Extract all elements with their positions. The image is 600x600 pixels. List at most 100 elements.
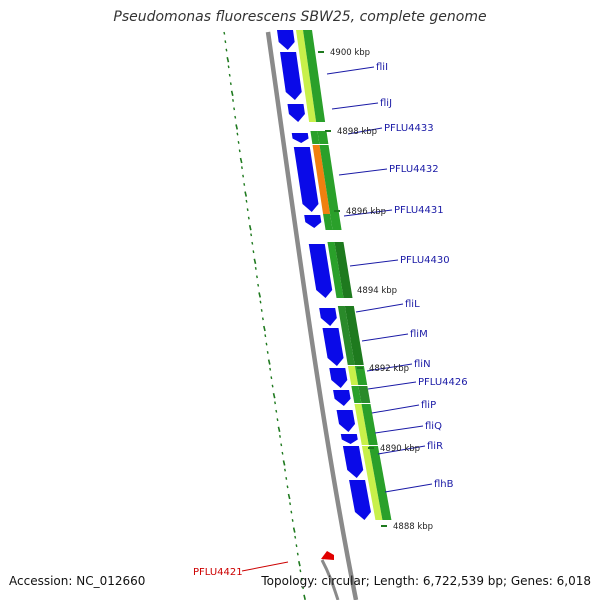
- tick-mark: [251, 241, 254, 245]
- cds-arrow[interactable]: [287, 104, 305, 122]
- tick-mark: [230, 90, 234, 96]
- tick-mark: [284, 468, 286, 472]
- scale-label: 4892 kbp: [369, 364, 409, 374]
- cds-arrow[interactable]: [304, 215, 322, 228]
- cds-arrow[interactable]: [333, 390, 351, 406]
- gc-segment: [337, 306, 355, 365]
- gene-label[interactable]: PFLU4430: [400, 255, 450, 266]
- gene-label[interactable]: flhB: [434, 479, 454, 490]
- tick-mark: [238, 149, 241, 153]
- gc-segment: [319, 145, 340, 214]
- gc-segment: [351, 386, 362, 403]
- gc-segment: [358, 386, 371, 403]
- backbone-arc: [265, 31, 359, 600]
- gene-leader-line: [361, 333, 409, 342]
- tick-mark: [239, 157, 243, 164]
- cds-arrow[interactable]: [322, 328, 344, 366]
- tick-mark: [223, 31, 226, 35]
- gene-label[interactable]: fliR: [427, 441, 443, 452]
- tick-mark: [275, 409, 278, 413]
- cds-arrow[interactable]: [293, 147, 319, 212]
- gene-label[interactable]: fliQ: [425, 421, 442, 432]
- gc-segment: [317, 131, 329, 144]
- tick-mark: [290, 510, 293, 514]
- tick-mark: [246, 208, 249, 212]
- gene-label[interactable]: fliN: [414, 359, 431, 370]
- tick-mark: [229, 82, 232, 86]
- outer-tick-track: [223, 31, 306, 600]
- tick-mark: [298, 561, 301, 567]
- gene-label[interactable]: fliL: [405, 299, 420, 310]
- tick-mark: [267, 359, 271, 365]
- scale-label: 4900 kbp: [330, 48, 370, 58]
- label-leader-lines: [326, 66, 433, 493]
- gene-label[interactable]: fliI: [376, 62, 388, 73]
- cds-arrow[interactable]: [342, 446, 364, 478]
- tick-mark: [225, 48, 228, 52]
- gene-labels[interactable]: fliI fliJ PFLU4433 PFLU4432 PFLU4431 PFLU4430…: [376, 62, 468, 490]
- gene-label[interactable]: PFLU4426: [418, 377, 468, 388]
- gc-segment: [368, 446, 392, 520]
- gene-label[interactable]: PFLU4432: [389, 164, 439, 175]
- gene-label[interactable]: PFLU4431: [394, 205, 444, 216]
- gene-leader-line: [384, 483, 433, 493]
- cds-arrow[interactable]: [349, 480, 371, 520]
- tick-mark: [232, 99, 234, 102]
- gc-segment: [347, 366, 359, 385]
- tick-mark: [234, 115, 237, 119]
- gc-segment: [327, 242, 344, 298]
- tick-mark: [287, 493, 291, 500]
- tick-mark: [244, 191, 248, 197]
- tick-mark: [279, 435, 281, 438]
- tick-mark: [271, 384, 274, 388]
- gc-segment: [330, 214, 342, 230]
- cds-arrow[interactable]: [336, 410, 356, 432]
- highlighted-gene-label[interactable]: PFLU4421: [193, 567, 243, 578]
- gc-segment: [296, 30, 317, 122]
- gc-segment: [344, 306, 364, 365]
- gene-leader-line: [326, 66, 375, 75]
- highlighted-gene-marker[interactable]: [321, 551, 334, 560]
- tick-mark: [255, 275, 258, 279]
- tick-mark: [285, 477, 288, 480]
- tick-mark: [233, 107, 236, 111]
- cds-arrow[interactable]: [308, 244, 333, 298]
- gene-label[interactable]: fliM: [410, 329, 428, 340]
- scale-label: 4888 kbp: [393, 522, 433, 532]
- tick-mark: [226, 57, 230, 63]
- gene-label[interactable]: fliP: [421, 400, 436, 411]
- tick-mark: [266, 351, 269, 354]
- gc-segment: [334, 242, 353, 298]
- tick-mark: [264, 334, 267, 338]
- tick-mark: [258, 292, 262, 298]
- tick-mark: [265, 342, 268, 346]
- tick-mark: [224, 40, 227, 44]
- cds-track[interactable]: [277, 30, 371, 520]
- cds-arrow[interactable]: [277, 30, 295, 50]
- tick-mark: [282, 460, 286, 466]
- tick-mark: [281, 451, 284, 455]
- gc-segment: [323, 214, 333, 230]
- cds-arrow[interactable]: [340, 434, 358, 444]
- tick-mark: [302, 586, 304, 590]
- tick-mark: [269, 367, 272, 371]
- tick-mark: [247, 216, 250, 220]
- tick-mark: [286, 485, 289, 489]
- cds-arrow[interactable]: [280, 52, 302, 100]
- gc-segment: [310, 131, 320, 144]
- gc-segment: [354, 404, 369, 445]
- cds-arrow[interactable]: [291, 133, 309, 143]
- gc-segment: [303, 30, 326, 122]
- tick-mark: [253, 258, 257, 264]
- gene-leader-line: [347, 127, 383, 135]
- accession-text: Accession: NC_012660: [9, 574, 146, 588]
- tick-mark: [260, 309, 263, 312]
- gene-leader-line: [331, 102, 379, 110]
- gene-label[interactable]: fliJ: [380, 98, 392, 109]
- highlighted-gene[interactable]: PFLU4421: [193, 551, 334, 578]
- gene-label[interactable]: PFLU4433: [384, 123, 434, 134]
- cds-arrow[interactable]: [319, 308, 337, 326]
- tick-mark: [300, 577, 303, 581]
- cds-arrow[interactable]: [329, 368, 348, 388]
